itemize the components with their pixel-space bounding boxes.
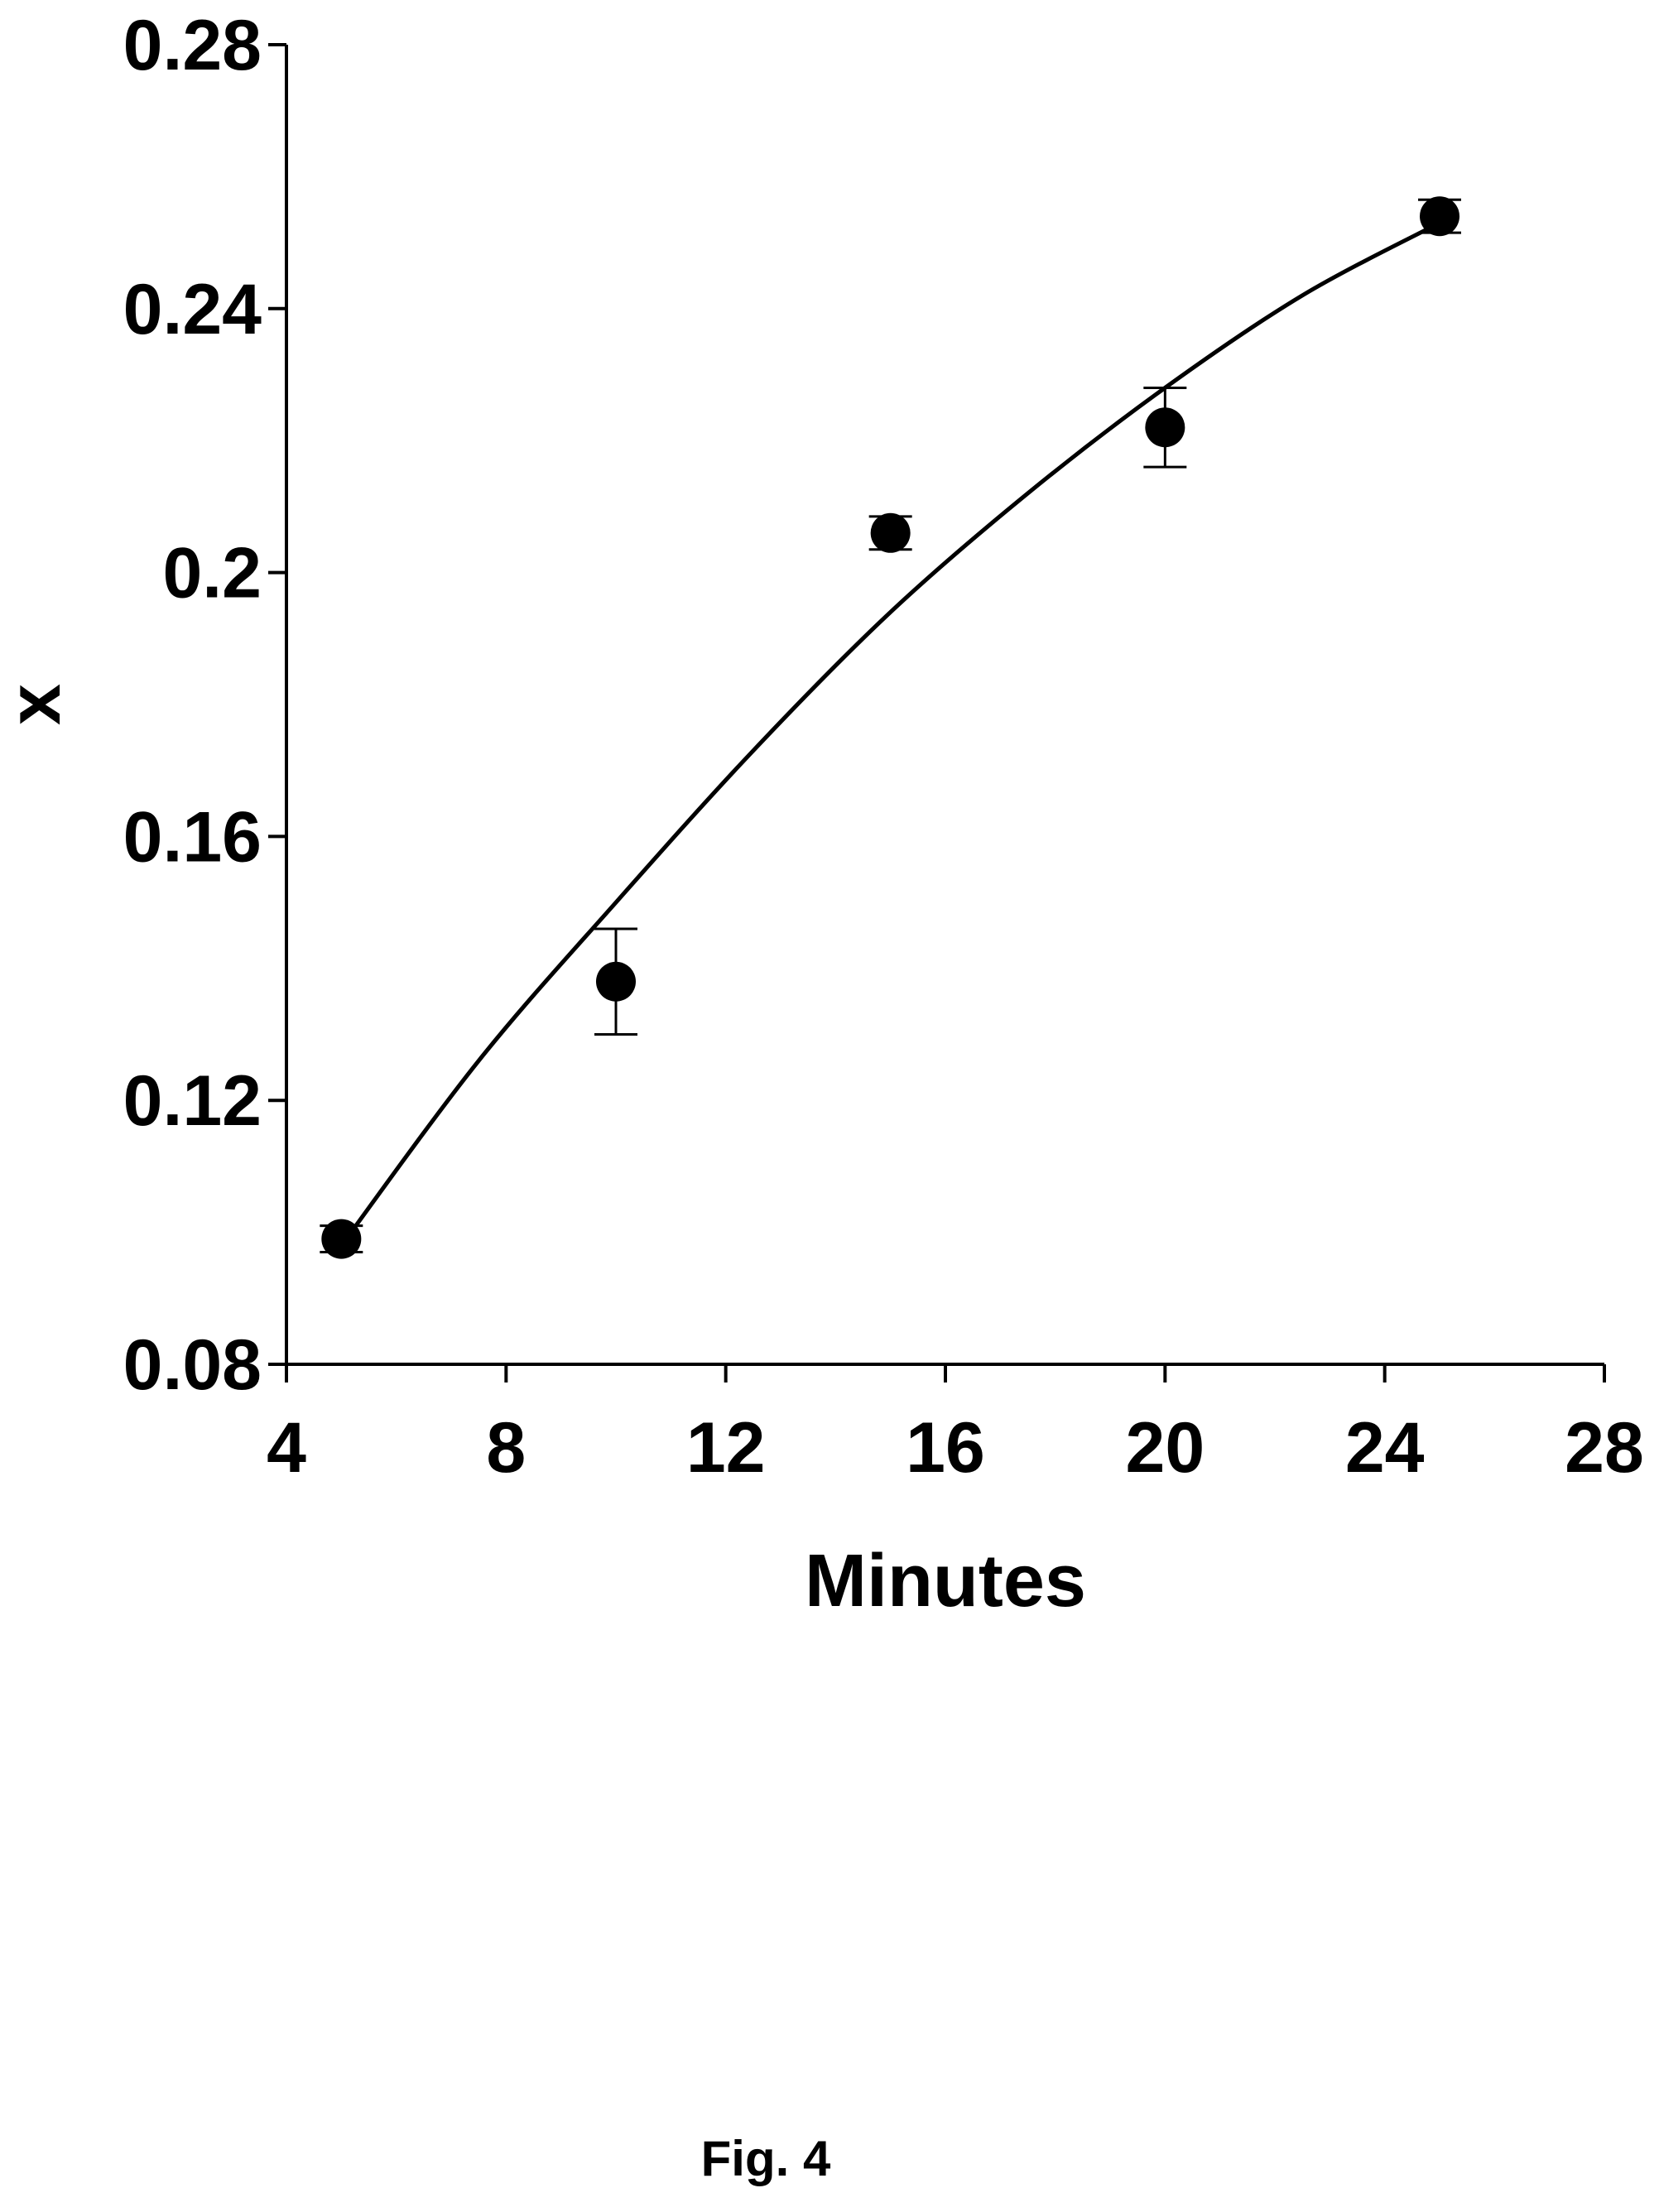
y-tick-label: 0.28 [123, 6, 262, 85]
y-ticks: 0.08 0.12 0.16 0.2 0.24 0.28 [123, 6, 286, 1405]
figure-caption: Fig. 4 [701, 2131, 831, 2186]
x-axis-title: Minutes [805, 1540, 1086, 1623]
data-points [321, 196, 1459, 1259]
axes [285, 45, 1604, 1366]
error-bars [320, 198, 1461, 1254]
data-point [1145, 407, 1185, 448]
x-tick-label: 20 [1125, 1408, 1205, 1488]
x-tick-label: 24 [1345, 1408, 1425, 1488]
data-point [1420, 196, 1459, 237]
y-axis-title: x [0, 684, 76, 725]
x-ticks: 4 8 12 16 20 24 28 [267, 1364, 1644, 1488]
y-tick-label: 0.24 [123, 270, 262, 349]
y-tick-label: 0.12 [123, 1061, 262, 1141]
data-point [596, 961, 636, 1002]
y-tick-label: 0.16 [123, 797, 262, 877]
data-point [870, 512, 911, 553]
x-tick-label: 28 [1565, 1408, 1644, 1488]
data-point [321, 1219, 362, 1259]
y-tick-label: 0.08 [123, 1325, 262, 1405]
fit-line [339, 220, 1441, 1248]
x-tick-label: 12 [686, 1408, 766, 1488]
x-tick-label: 4 [267, 1408, 306, 1488]
x-tick-label: 8 [486, 1408, 526, 1488]
x-tick-label: 16 [906, 1408, 985, 1488]
y-tick-label: 0.2 [162, 534, 262, 613]
